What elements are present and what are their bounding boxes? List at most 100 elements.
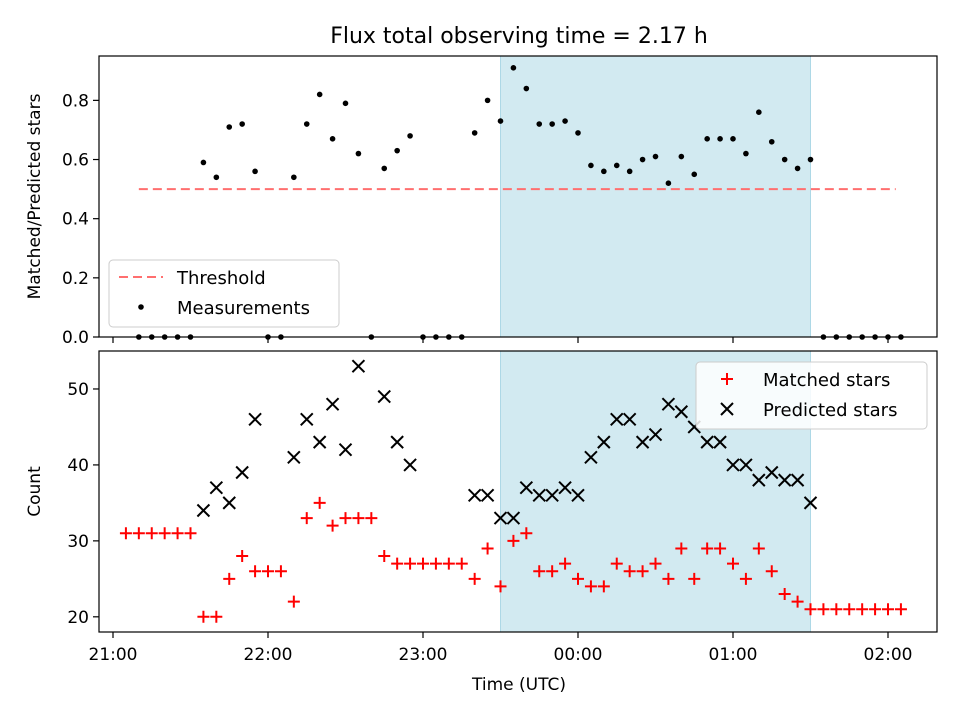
x-tick-label: 01:00 <box>709 645 758 665</box>
predicted-star-point <box>506 511 521 525</box>
matched-star-point <box>494 580 507 593</box>
matched-star-point <box>442 557 455 570</box>
matched-star-point <box>481 542 494 555</box>
measurement-point <box>601 168 607 175</box>
legend-box <box>108 259 340 328</box>
matched-star-point <box>894 603 907 616</box>
matched-star-point <box>739 572 752 585</box>
matched-star-point <box>869 603 882 616</box>
observing-window-shade <box>500 55 811 338</box>
legend-box <box>695 361 928 430</box>
measurement-point <box>768 138 775 145</box>
matched-star-point <box>262 565 274 578</box>
predicted-star-point <box>610 412 624 427</box>
predicted-star-point <box>519 480 534 495</box>
measurement-point <box>381 165 388 172</box>
measurement-point <box>639 156 646 163</box>
measurement-point <box>575 130 581 136</box>
matched-star-point <box>778 588 791 601</box>
predicted-star-point <box>209 480 224 495</box>
matched-star-point <box>843 603 856 616</box>
legend-matched-swatch <box>721 373 733 385</box>
predicted-star-point <box>571 488 585 503</box>
matched-star-point <box>429 557 442 570</box>
measurement-point <box>355 150 362 157</box>
matched-star-point <box>546 565 559 578</box>
predicted-star-point <box>480 488 495 503</box>
predicted-star-point <box>700 435 714 449</box>
predicted-star-point <box>377 389 391 404</box>
matched-star-point <box>597 580 610 593</box>
y-tick-label: 40 <box>67 456 89 476</box>
measurement-point <box>678 153 685 160</box>
measurement-point <box>510 65 517 71</box>
matched-star-point <box>171 527 184 540</box>
measurement-point <box>717 136 723 142</box>
matched-star-point <box>662 572 675 585</box>
predicted-star-point <box>351 359 366 373</box>
measurement-point <box>316 91 323 98</box>
x-tick-label: 00:00 <box>554 645 603 665</box>
matched-star-point <box>236 550 249 563</box>
matched-star-point <box>533 565 546 578</box>
predicted-star-point <box>467 488 482 503</box>
matched-star-point <box>404 557 417 570</box>
measurement-point <box>303 121 310 127</box>
matched-star-point <box>804 603 817 616</box>
measurement-point <box>665 180 672 186</box>
matched-star-point <box>119 527 132 540</box>
legend-measurement-swatch <box>138 304 144 310</box>
chart-title: Flux total observing time = 2.17 h <box>330 24 708 49</box>
top-panel: 0.0 0.2 0.4 0.6 0.8 Matched/Predicted stars Th… <box>25 55 938 348</box>
measurement-point <box>588 162 594 169</box>
matched-star-point <box>468 572 481 585</box>
measurement-point <box>484 97 491 104</box>
predicted-star-point <box>648 427 663 442</box>
matched-star-point <box>765 565 778 578</box>
matched-star-point <box>701 542 714 555</box>
matched-star-point <box>249 565 262 578</box>
measurement-point <box>743 150 749 157</box>
measurement-point <box>497 118 504 124</box>
matched-star-point <box>365 512 378 525</box>
matched-star-point <box>507 534 520 547</box>
measurement-point <box>536 121 543 127</box>
measurement-point <box>394 147 400 154</box>
matched-star-point <box>520 527 533 540</box>
legend-predicted-swatch <box>720 402 734 416</box>
measurement-point <box>807 156 814 163</box>
matched-star-point <box>274 565 287 578</box>
predicted-star-point <box>713 435 727 449</box>
matched-star-point <box>326 519 339 532</box>
predicted-star-point <box>248 412 262 427</box>
matched-star-point <box>184 527 197 540</box>
predicted-star-point <box>726 458 740 472</box>
measurement-point <box>730 136 736 142</box>
measurement-point <box>291 174 297 181</box>
measurement-point <box>329 136 336 142</box>
y-tick-label: 0.4 <box>62 210 89 230</box>
matched-star-point <box>688 572 701 585</box>
predicted-star-point <box>584 450 598 465</box>
y-tick-label: 20 <box>67 608 89 628</box>
matched-star-point <box>378 550 391 563</box>
matched-star-point <box>145 527 158 540</box>
predicted-star-point <box>287 450 301 465</box>
axes-frame <box>98 55 938 338</box>
measurement-point <box>756 109 762 115</box>
x-tick-label: 21:00 <box>89 645 138 665</box>
matched-star-point <box>197 610 210 623</box>
y-tick-label: 0.2 <box>62 269 89 289</box>
measurement-point <box>781 156 788 163</box>
predicted-star-point <box>790 473 805 487</box>
predicted-star-point <box>390 435 404 449</box>
legend-label: Matched stars <box>763 370 890 391</box>
legend-label: Predicted stars <box>763 400 897 421</box>
predicted-star-point <box>803 496 818 510</box>
measurement-point <box>342 100 349 107</box>
predicted-star-point <box>622 412 637 427</box>
legend: Threshold Measurements <box>108 259 340 328</box>
measurement-point <box>549 121 555 127</box>
matched-star-point <box>391 557 404 570</box>
matched-star-point <box>417 557 429 570</box>
